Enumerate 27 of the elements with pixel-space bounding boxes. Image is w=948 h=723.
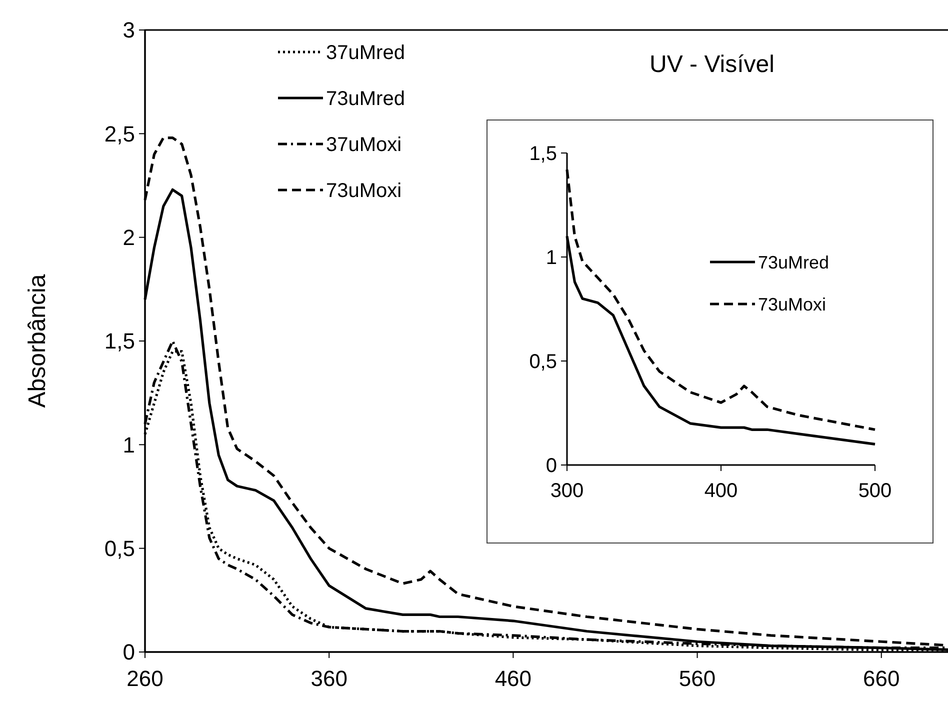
y-tick-label: 1 — [122, 432, 135, 458]
y-tick-label: 0 — [122, 640, 135, 665]
x-tick-label: 560 — [678, 666, 716, 691]
y-tick-label: 0,5 — [529, 351, 557, 373]
y-tick-label: 1 — [546, 247, 557, 269]
y-tick-label: 1,5 — [104, 328, 135, 354]
legend-label: 73uMred — [758, 252, 830, 272]
x-tick-label: 400 — [704, 480, 738, 502]
x-tick-label: 500 — [858, 480, 892, 502]
legend-label: 37uMoxi — [326, 134, 402, 156]
x-tick-label: 660 — [863, 666, 900, 691]
x-tick-label: 360 — [310, 666, 348, 691]
legend-label: 73uMred — [326, 88, 405, 110]
x-tick-label: 460 — [494, 666, 532, 691]
y-tick-label: 2 — [122, 225, 135, 250]
annotation: UV - Visível — [650, 51, 774, 78]
legend-label: 73uMoxi — [326, 180, 402, 202]
y-tick-label: 3 — [122, 18, 135, 43]
y-tick-label: 1,5 — [529, 143, 557, 165]
y-tick-label: 0 — [546, 455, 557, 477]
y-tick-label: 2,5 — [104, 121, 135, 146]
y-axis-title: Absorbância — [24, 274, 51, 408]
legend-label: 73uMoxi — [758, 294, 826, 314]
x-tick-label: 260 — [126, 666, 164, 691]
x-tick-label: 300 — [550, 480, 584, 502]
legend-label: 37uMred — [326, 42, 405, 64]
y-tick-label: 0,5 — [104, 536, 135, 562]
